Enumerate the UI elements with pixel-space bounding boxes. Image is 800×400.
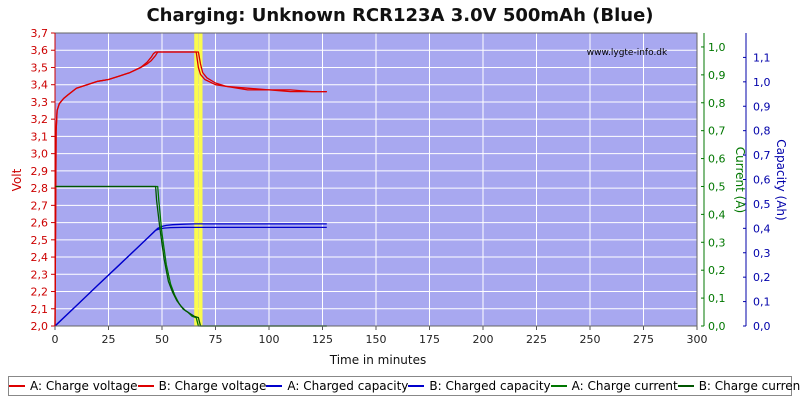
- legend-item-b-capacity: B: Charged capacity: [408, 379, 551, 393]
- y-capacity-tick-label: 1,0: [753, 76, 771, 89]
- x-tick-label: 125: [312, 333, 333, 346]
- y-left-tick-label: 2,8: [31, 182, 49, 195]
- y-current-tick-label: 0,6: [708, 153, 726, 166]
- y-left-tick-label: 2,5: [31, 234, 49, 247]
- x-tick-label: 300: [687, 333, 708, 346]
- y-capacity-tick-label: 0,0: [753, 320, 771, 333]
- y-left-tick-label: 2,2: [31, 286, 49, 299]
- y-capacity-tick-label: 0,6: [753, 174, 771, 187]
- legend-item-b-current: B: Charge current: [677, 379, 800, 393]
- y-capacity-tick-label: 0,3: [753, 247, 771, 260]
- y-left-tick-label: 3,0: [31, 148, 49, 161]
- y-capacity-tick-label: 1,1: [753, 51, 771, 64]
- x-tick-label: 100: [259, 333, 280, 346]
- x-tick-label: 0: [52, 333, 59, 346]
- y-current-tick-label: 0,8: [708, 97, 726, 110]
- legend-label-a-capacity: A: Charged capacity: [287, 379, 409, 393]
- y-left-tick-label: 3,3: [31, 96, 49, 109]
- legend-swatch-b-current: [677, 385, 694, 387]
- charge-end-marker: [194, 33, 199, 326]
- legend-label-b-capacity: B: Charged capacity: [429, 379, 551, 393]
- y-current-tick-label: 0,7: [708, 125, 726, 138]
- legend-item-a-current: A: Charge current: [550, 379, 678, 393]
- y-current-tick-label: 0,1: [708, 292, 726, 305]
- legend-label-b-voltage: B: Charge voltage: [158, 379, 267, 393]
- y-capacity-tick-label: 0,7: [753, 149, 771, 162]
- legend-swatch-a-capacity: [266, 385, 283, 387]
- y-current-tick-label: 0,9: [708, 69, 726, 82]
- x-tick-label: 75: [209, 333, 223, 346]
- y-axis-capacity-title: Capacity (Ah): [774, 139, 788, 220]
- y-current-tick-label: 0,3: [708, 236, 726, 249]
- y-left-tick-label: 2,9: [31, 165, 49, 178]
- x-tick-label: 200: [473, 333, 494, 346]
- legend-label-a-current: A: Charge current: [571, 379, 678, 393]
- x-tick-label: 50: [155, 333, 169, 346]
- y-current-tick-label: 0,5: [708, 180, 726, 193]
- y-left-tick-label: 2,3: [31, 268, 49, 281]
- x-tick-label: 225: [526, 333, 547, 346]
- chart-title: Charging: Unknown RCR123A 3.0V 500mAh (B…: [146, 5, 653, 26]
- x-tick-label: 250: [580, 333, 601, 346]
- legend-swatch-b-voltage: [137, 385, 154, 387]
- y-left-tick-label: 3,1: [31, 130, 49, 143]
- y-left-tick-label: 2,6: [31, 217, 49, 230]
- legend-item-a-capacity: A: Charged capacity: [266, 379, 408, 393]
- y-capacity-tick-label: 0,5: [753, 198, 771, 211]
- y-left-tick-label: 3,6: [31, 44, 49, 57]
- series-line-1: [54, 51, 327, 327]
- legend-item-b-voltage: B: Charge voltage: [137, 379, 267, 393]
- y-capacity-tick-label: 0,9: [753, 100, 771, 113]
- x-axis-title: Time in minutes: [329, 353, 427, 367]
- y-current-tick-label: 0,2: [708, 264, 726, 277]
- y-left-tick-label: 2,7: [31, 199, 49, 212]
- x-tick-label: 150: [366, 333, 387, 346]
- y-current-tick-label: 0,4: [708, 208, 726, 221]
- y-axis-left-title: Volt: [10, 168, 24, 191]
- chart-legend: A: Charge voltage B: Charge voltage A: C…: [8, 376, 800, 396]
- x-tick-label: 25: [102, 333, 116, 346]
- legend-label-b-current: B: Charge current: [698, 379, 800, 393]
- y-left-tick-label: 2,4: [31, 251, 49, 264]
- legend-item-a-voltage: A: Charge voltage: [9, 379, 138, 393]
- y-current-tick-label: 0,0: [708, 320, 726, 333]
- y-left-tick-label: 3,4: [31, 79, 49, 92]
- y-capacity-tick-label: 0,8: [753, 125, 771, 138]
- legend-swatch-b-capacity: [408, 385, 425, 387]
- x-tick-label: 175: [419, 333, 440, 346]
- x-tick-label: 275: [633, 333, 654, 346]
- y-left-tick-label: 2,1: [31, 303, 49, 316]
- y-left-tick-label: 3,7: [31, 27, 49, 40]
- y-current-tick-label: 1,0: [708, 41, 726, 54]
- legend-swatch-a-voltage: [9, 385, 25, 387]
- watermark-text: www.lygte-info.dk: [587, 48, 668, 58]
- y-left-tick-label: 3,2: [31, 113, 49, 126]
- y-capacity-tick-label: 0,2: [753, 271, 771, 284]
- y-left-tick-label: 3,5: [31, 61, 49, 74]
- legend-swatch-a-current: [550, 385, 567, 387]
- y-capacity-tick-label: 0,1: [753, 296, 771, 309]
- legend-label-a-voltage: A: Charge voltage: [30, 379, 138, 393]
- y-capacity-tick-label: 0,4: [753, 222, 771, 235]
- y-left-tick-label: 2,0: [31, 320, 49, 333]
- charge-end-marker: [198, 33, 203, 326]
- y-axis-current-title: Current (A): [733, 147, 747, 213]
